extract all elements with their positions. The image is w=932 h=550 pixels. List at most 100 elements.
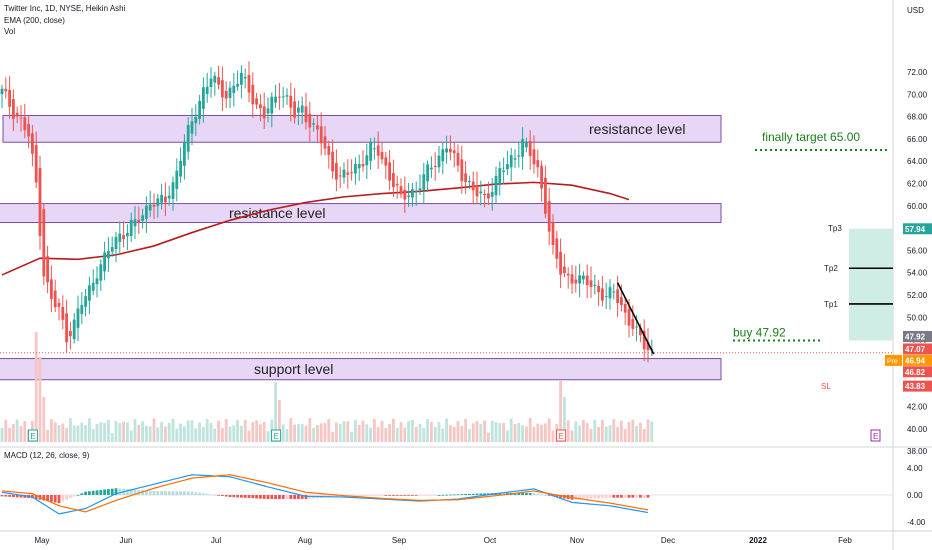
macd-histogram-bar [251, 495, 255, 499]
candle-body [274, 96, 277, 103]
candle-body [103, 252, 106, 272]
sl-price-tag: 43.83 [905, 382, 926, 391]
volume-bar [403, 427, 407, 442]
candle-body [361, 164, 365, 167]
candle-body [468, 181, 471, 183]
volume-bar [418, 423, 422, 442]
volume-bar [293, 424, 296, 442]
volume-bar [578, 425, 581, 442]
macd-histogram-bar [247, 495, 251, 499]
volume-bar [34, 332, 38, 442]
candle-body [145, 205, 148, 219]
candle-body [213, 75, 217, 83]
volume-bar [460, 425, 464, 442]
earnings-marker [27, 429, 38, 442]
volume-bar [479, 423, 483, 442]
volume-bar [8, 427, 11, 442]
volume-bar [608, 425, 612, 442]
macd-histogram-bar [369, 495, 372, 496]
candle-body [555, 238, 559, 259]
candle-body [460, 159, 464, 182]
macd-histogram-bar [72, 495, 76, 497]
macd-histogram-bar [331, 495, 334, 498]
macd-histogram-bar [19, 495, 23, 498]
macd-histogram-bar [388, 495, 391, 496]
candle-body [285, 95, 289, 97]
volume-bar [338, 423, 342, 442]
volume-bar [251, 422, 255, 442]
volume-bar [4, 419, 8, 442]
volume-bar [350, 431, 353, 442]
earnings-marker-label: E [559, 432, 564, 441]
candle-body [34, 145, 38, 183]
volume-bar [0, 428, 4, 442]
volume-bar [441, 428, 445, 442]
x-tick-label: Jul [211, 536, 221, 545]
support-label: support level [254, 361, 333, 377]
candle-body [331, 151, 334, 172]
macd-histogram-bar [0, 495, 4, 497]
volume-bar [160, 422, 163, 442]
volume-bar [72, 425, 76, 442]
candle-body [620, 297, 623, 306]
y-tick-label: 56.00 [907, 246, 928, 255]
macd-histogram-bar [608, 495, 612, 498]
volume-bar [468, 429, 471, 442]
candle-body [593, 284, 597, 287]
volume-bar [373, 418, 376, 442]
macd-histogram-bar [4, 495, 8, 497]
signal-line [1, 474, 649, 513]
earnings-marker-label: E [274, 432, 279, 441]
volume-bar [148, 426, 152, 442]
volume-bar [80, 422, 84, 442]
candle-body [228, 87, 232, 99]
candle-body [509, 155, 513, 168]
volume-bar [175, 428, 179, 442]
volume-bar [198, 422, 201, 442]
ema-indicator-label[interactable]: EMA (200, close) [4, 16, 65, 25]
macd-histogram-bar [536, 493, 540, 495]
volume-bar [300, 423, 304, 442]
candle-body [449, 148, 452, 153]
candle-body [528, 140, 532, 156]
price-axis[interactable]: 72.0070.0068.0066.0064.0062.0060.0058.00… [885, 6, 932, 456]
macd-histogram-bar [335, 495, 338, 497]
candle-body [513, 158, 517, 160]
volume-bar [650, 421, 654, 442]
candle-body [152, 205, 156, 207]
macd-histogram-bar [441, 494, 445, 496]
candle-body [403, 189, 407, 200]
volume-bar [593, 419, 597, 442]
last-price-tag-bg [903, 366, 932, 378]
candle-body [642, 330, 646, 350]
candle-body [186, 124, 190, 152]
volume-bar [266, 431, 270, 442]
volume-bar [129, 430, 133, 442]
macd-histogram-bar [84, 491, 87, 495]
candle-body [316, 125, 319, 130]
time-axis[interactable]: May Jun Jul Aug Sep Oct Nov Dec 2022 Feb [34, 536, 852, 545]
macd-histogram-bar [297, 495, 300, 500]
volume-bar [517, 422, 521, 442]
candle-body [209, 78, 213, 87]
macd-histogram-bar [585, 495, 589, 499]
volume-bar [365, 424, 369, 442]
macd-histogram-bar [194, 492, 198, 495]
candle-body [217, 77, 220, 85]
chart-title: Twitter Inc, 1D, NYSE, Heikin Ashi [4, 4, 126, 13]
y-tick-label: 60.00 [907, 202, 928, 211]
x-tick-label: Nov [570, 536, 584, 545]
x-tick-label: Dec [661, 536, 675, 545]
x-tick-label: Jun [120, 536, 133, 545]
volume-bar [445, 418, 448, 442]
earnings-marker [271, 429, 282, 442]
volume-bar [547, 418, 551, 442]
macd-histogram-bar [642, 495, 646, 498]
volume-bar [498, 422, 502, 442]
volume-bar [464, 418, 467, 442]
volume-indicator-label[interactable]: Vol [4, 27, 16, 36]
volume-bar [289, 418, 293, 442]
volume-bar [642, 429, 646, 442]
macd-histogram-bar [357, 495, 361, 497]
